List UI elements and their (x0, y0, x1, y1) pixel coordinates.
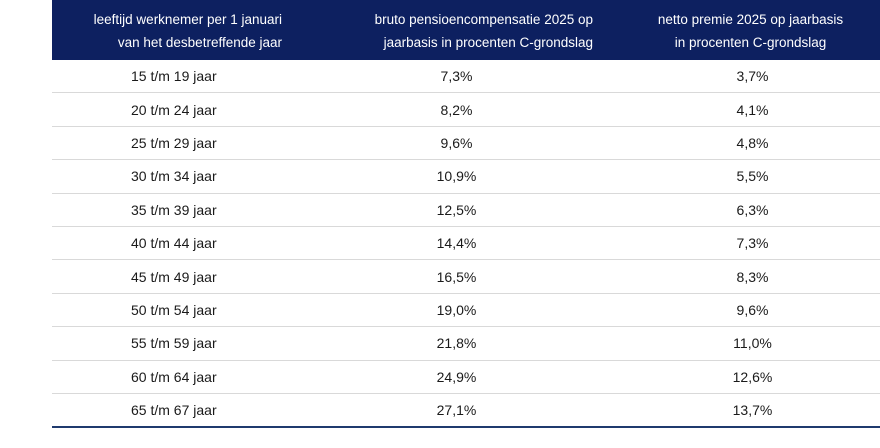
cell-bruto: 16,5% (294, 259, 599, 294)
cell-netto: 4,8% (599, 126, 880, 161)
cell-age: 15 t/m 19 jaar (52, 60, 294, 94)
header-age-line-1: leeftijd werknemer per 1 januari (93, 12, 282, 27)
header-netto: netto premie 2025 op jaarbasis in procen… (599, 0, 880, 60)
header-netto-line-2: in procenten C-grondslag (674, 35, 827, 50)
cell-age: 45 t/m 49 jaar (52, 259, 294, 294)
table-row: 20 t/m 24 jaar 8,2% 4,1% (52, 92, 880, 127)
cell-bruto: 21,8% (294, 326, 599, 361)
table-row: 15 t/m 19 jaar 7,3% 3,7% (52, 60, 880, 94)
cell-netto: 6,3% (599, 193, 880, 227)
cell-netto: 12,6% (599, 360, 880, 394)
cell-netto: 3,7% (599, 60, 880, 94)
cell-bruto: 27,1% (294, 393, 599, 429)
table-row: 40 t/m 44 jaar 14,4% 7,3% (52, 226, 880, 261)
header-row: leeftijd werknemer per 1 januari van het… (52, 0, 880, 60)
cell-age: 20 t/m 24 jaar (52, 92, 294, 127)
cell-bruto: 8,2% (294, 92, 599, 127)
cell-age: 30 t/m 34 jaar (52, 159, 294, 194)
table-row: 55 t/m 59 jaar 21,8% 11,0% (52, 326, 880, 361)
header-bruto-line-2: jaarbasis in procenten C-grondslag (383, 35, 593, 50)
cell-age: 25 t/m 29 jaar (52, 126, 294, 161)
table-row: 35 t/m 39 jaar 12,5% 6,3% (52, 193, 880, 227)
cell-age: 55 t/m 59 jaar (52, 326, 294, 361)
table-row: 50 t/m 54 jaar 19,0% 9,6% (52, 293, 880, 328)
table-row: 65 t/m 67 jaar 27,1% 13,7% (52, 393, 880, 429)
cell-netto: 13,7% (599, 393, 880, 429)
pension-table: leeftijd werknemer per 1 januari van het… (52, 0, 880, 429)
cell-bruto: 10,9% (294, 159, 599, 194)
header-bruto-line-1: bruto pensioencompensatie 2025 op (374, 12, 593, 27)
cell-bruto: 19,0% (294, 293, 599, 328)
cell-netto: 8,3% (599, 259, 880, 294)
header-bruto: bruto pensioencompensatie 2025 op jaarba… (294, 0, 599, 60)
table-row: 60 t/m 64 jaar 24,9% 12,6% (52, 360, 880, 394)
cell-age: 40 t/m 44 jaar (52, 226, 294, 261)
table-header: leeftijd werknemer per 1 januari van het… (52, 0, 880, 60)
cell-netto: 4,1% (599, 92, 880, 127)
cell-netto: 9,6% (599, 293, 880, 328)
cell-netto: 7,3% (599, 226, 880, 261)
cell-netto: 11,0% (599, 326, 880, 361)
cell-age: 50 t/m 54 jaar (52, 293, 294, 328)
header-age-line-2: van het desbetreffende jaar (117, 35, 282, 50)
table-body: 15 t/m 19 jaar 7,3% 3,7% 20 t/m 24 jaar … (52, 60, 880, 429)
cell-age: 60 t/m 64 jaar (52, 360, 294, 394)
cell-bruto: 9,6% (294, 126, 599, 161)
cell-bruto: 12,5% (294, 193, 599, 227)
header-age: leeftijd werknemer per 1 januari van het… (52, 0, 294, 60)
table-row: 30 t/m 34 jaar 10,9% 5,5% (52, 159, 880, 194)
cell-netto: 5,5% (599, 159, 880, 194)
header-netto-line-1: netto premie 2025 op jaarbasis (657, 12, 844, 27)
cell-age: 35 t/m 39 jaar (52, 193, 294, 227)
cell-bruto: 24,9% (294, 360, 599, 394)
table-row: 45 t/m 49 jaar 16,5% 8,3% (52, 259, 880, 294)
cell-bruto: 14,4% (294, 226, 599, 261)
cell-age: 65 t/m 67 jaar (52, 393, 294, 429)
cell-bruto: 7,3% (294, 60, 599, 94)
pension-table-container: leeftijd werknemer per 1 januari van het… (52, 0, 880, 429)
table-row: 25 t/m 29 jaar 9,6% 4,8% (52, 126, 880, 161)
